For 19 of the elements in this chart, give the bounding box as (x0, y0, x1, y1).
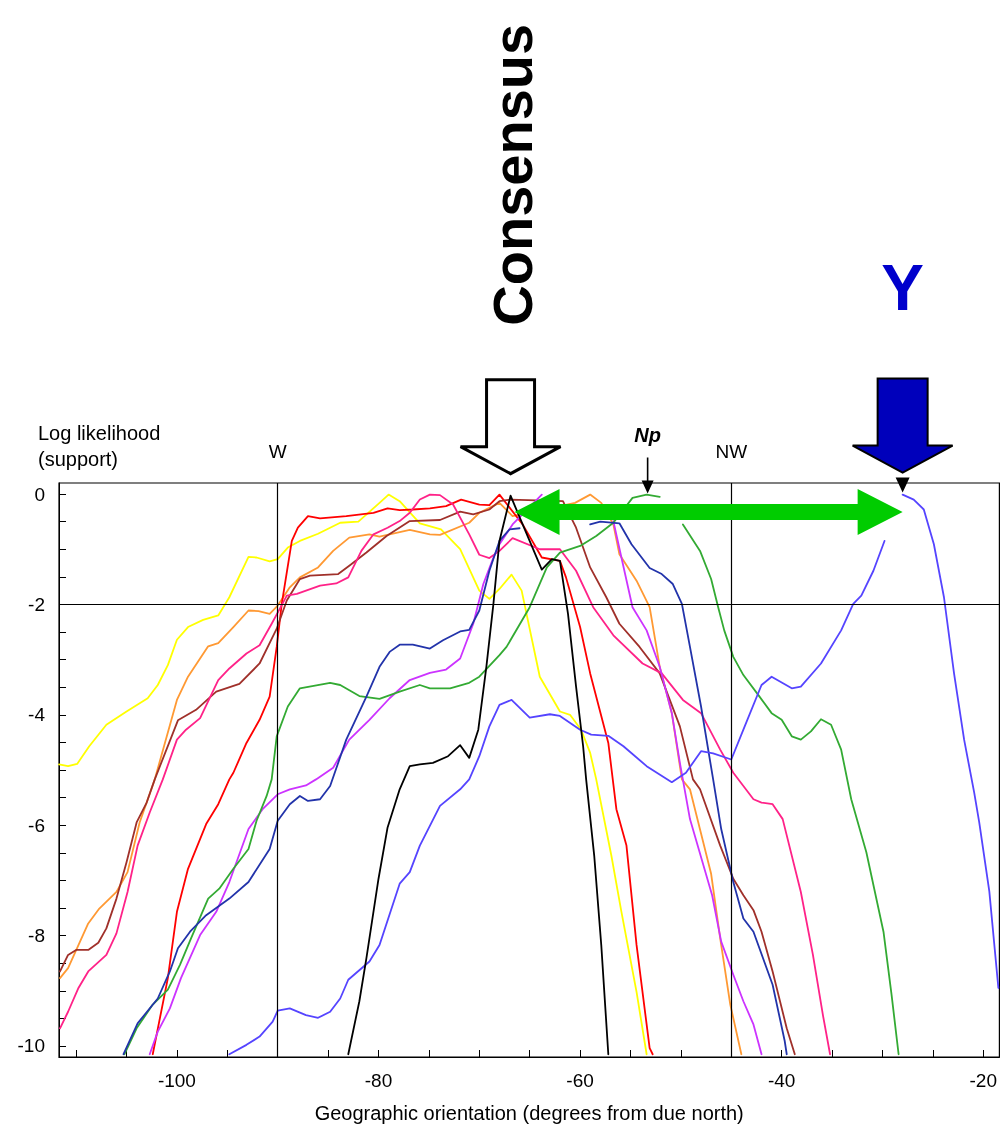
y-tick-label: -6 (28, 814, 45, 836)
annotation: Y (881, 251, 924, 324)
y-axis-title: Log likelihood (support) (38, 422, 166, 470)
x-tick-label: -80 (364, 1070, 393, 1091)
x-tick-label: -40 (767, 1070, 796, 1091)
y-tick-label: -10 (17, 1035, 45, 1057)
x-axis-title: Geographic orientation (degrees from due north) (314, 1102, 744, 1124)
text: Consensus (481, 23, 545, 326)
ref-line-label: W (268, 441, 287, 462)
y-tick-label: -4 (28, 704, 46, 726)
x-tick-label: -20 (969, 1070, 997, 1091)
y-tick-label: -2 (28, 593, 45, 615)
annotation: Np (634, 423, 661, 446)
x-tick-label: -60 (566, 1070, 594, 1091)
x-tick-label: -100 (157, 1070, 196, 1091)
y-tick-label: -8 (28, 925, 45, 947)
y-tick-label: 0 (34, 483, 45, 505)
line-series (151, 493, 654, 1056)
ref-line-label: NW (715, 441, 748, 462)
